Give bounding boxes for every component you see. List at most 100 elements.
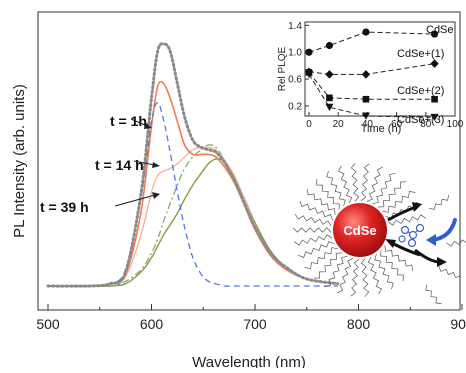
inset-x-tick-label: 80 (420, 119, 432, 130)
cdse-sphere (333, 203, 387, 257)
inset-y-tick-label: 1.4 (288, 21, 302, 32)
annotation-t14h: t = 14 h (95, 157, 160, 173)
inset-y-axis-label: Rel PLQE (277, 46, 288, 91)
inset-series-label-cdse3: CdSe+(3) (397, 114, 444, 126)
inset-marker-triangle-down (430, 113, 439, 122)
inset-series-label-cdse2: CdSe+(2) (397, 85, 444, 97)
inset-marker-circle (325, 41, 334, 50)
annotation-t39h-arrow (114, 194, 156, 207)
ligand-chain (292, 227, 332, 233)
main-curves (46, 42, 340, 288)
main-x-ticks: 500 600 700 800 900 (36, 304, 466, 332)
ligand-chain (350, 163, 360, 202)
inset-marker-circle (362, 28, 370, 36)
main-plot-frame (37, 11, 461, 311)
ligand-chain (337, 257, 354, 294)
ligand-chain (338, 165, 353, 204)
main-series-dotted (46, 42, 340, 288)
main-x-tick-label: 700 (243, 316, 267, 332)
inset-marker-square (431, 95, 438, 103)
annotation-t39h-text: t = 39 h (40, 199, 89, 215)
inset-series-line (308, 31, 435, 53)
annotation-t39h: t = 39 h (40, 192, 160, 215)
ligand-chains (292, 163, 466, 304)
inset-series-label-cdse1: CdSe+(1) (397, 48, 444, 60)
ligand-chain (306, 188, 336, 215)
electron-transfer-arrowhead-out (412, 202, 422, 212)
ligand-chain (360, 258, 370, 297)
free-ligand-chain (438, 266, 462, 279)
main-x-tick-label: 600 (140, 316, 164, 332)
cdse-sphere-label: CdSe (343, 223, 376, 238)
main-series-solid-olive (47, 158, 338, 287)
ligand-chain (324, 255, 348, 288)
ligand-chain (293, 234, 333, 246)
inset-series-line (308, 72, 435, 100)
inset-marker-triangle-down (325, 103, 334, 112)
inset-marker-circle (305, 48, 313, 56)
decay-arrowhead (437, 257, 447, 267)
inset-marker-diamond (325, 70, 334, 79)
quantum-dot-illustration: CdSe (292, 163, 466, 304)
ligand-chain (377, 181, 407, 208)
ligand-chain (380, 250, 404, 282)
main-x-tick-label: 900 (450, 316, 466, 332)
main-x-tick-label: 800 (347, 316, 371, 332)
inset-plot: 0 20 40 60 80 100 0.2 0.6 1.0 1.4 Time (h) Rel PL… (275, 19, 464, 135)
ligand-chain (294, 213, 332, 227)
ligand-chain (350, 258, 360, 297)
ligand-chain (384, 245, 414, 272)
annotation-t39h-arrowhead (152, 192, 160, 199)
annotation-t1h: t = 1h (110, 113, 152, 129)
ligand-chain (374, 253, 394, 290)
inset-y-tick-label: 0.2 (288, 101, 302, 112)
annotation-t1h-text: t = 1h (110, 113, 147, 129)
quencher-molecule (398, 223, 425, 248)
inset-marker-diamond (361, 70, 371, 79)
inset-marker-diamond (430, 59, 439, 68)
free-ligand-chain (425, 284, 442, 304)
inset-x-tick-label: 100 (447, 119, 464, 130)
inset-series-line (308, 63, 435, 75)
inset-series-label-cdse: CdSe (426, 24, 454, 36)
inset-marker-triangle-down (305, 70, 313, 79)
ligand-chain (326, 170, 346, 207)
ligand-chain (372, 172, 396, 205)
inset-marker-square (326, 94, 333, 102)
inset-x-tick-label: 20 (333, 119, 345, 130)
inset-series (304, 28, 439, 122)
inset-series-line (308, 74, 435, 118)
inset-x-tick-label: 60 (391, 119, 403, 130)
main-y-axis-label: PL Intensity (arb. units) (11, 84, 28, 238)
inset-x-tick-label: 0 (306, 119, 312, 130)
electron-transfer-arrowhead-back (385, 239, 396, 248)
main-series-solid (47, 146, 338, 287)
ligand-chain (304, 247, 338, 270)
ligand-chain (367, 256, 382, 295)
free-ligand-chain (428, 194, 450, 210)
inset-y-tick-label: 0.6 (288, 75, 302, 86)
main-series-dashdot (47, 144, 338, 288)
main-x-tick-label: 500 (36, 316, 60, 332)
free-ligand-chain (446, 239, 466, 247)
main-x-axis-label: Wavelength (nm) (192, 354, 306, 368)
ligand-chain (387, 214, 427, 226)
inset-marker-circle (430, 30, 439, 38)
inset-y-tick-label: 1.0 (288, 48, 302, 59)
ligand-chain (360, 163, 370, 202)
inset-x-tick-label: 40 (362, 119, 374, 130)
ligand-chain (316, 178, 340, 210)
ligand-chain (382, 190, 416, 213)
inset-x-axis-label: Time (h) (361, 123, 402, 135)
annotation-t14h-arrowhead (152, 162, 160, 168)
annotation-t1h-arrowhead (144, 122, 152, 129)
ligand-chain (313, 252, 343, 279)
ligand-chain (297, 241, 335, 258)
light-excitation-arrowhead (426, 234, 436, 246)
ligand-chain (299, 200, 333, 221)
inset-marker-square (362, 95, 370, 103)
annotation-t1h-arrow (130, 118, 148, 127)
annotation-t14h-arrow (133, 160, 156, 166)
